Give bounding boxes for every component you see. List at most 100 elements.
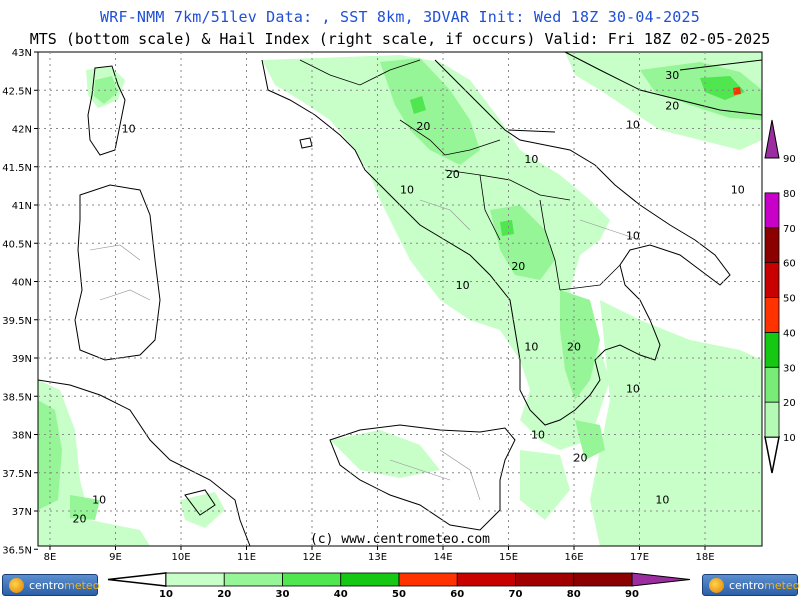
lat-label: 42.5N xyxy=(2,86,32,97)
scale-arrow-top xyxy=(764,119,780,159)
bottom-scale-cell xyxy=(515,572,575,587)
scale-cell xyxy=(764,262,780,298)
contour-label: 10 xyxy=(655,493,669,506)
contour-labels: 10 20 20 10 10 30 20 10 10 10 20 10 10 20 10 10 20 10 10 20 xyxy=(72,69,744,526)
bottom-arrow-right xyxy=(631,572,691,587)
right-scale-label: 40 xyxy=(783,328,796,339)
lat-label: 38N xyxy=(12,431,32,442)
contour-label: 20 xyxy=(72,512,86,525)
right-scale-label: 90 xyxy=(783,154,796,165)
scale-cell xyxy=(764,401,780,438)
lon-label: 18E xyxy=(695,552,714,563)
bottom-arrow-left xyxy=(107,572,167,587)
lat-label: 41.5N xyxy=(2,163,32,174)
right-scale-label: 30 xyxy=(783,363,796,374)
logo-text-a: centro xyxy=(729,579,765,592)
region-borders xyxy=(299,59,621,291)
contour-label: 10 xyxy=(524,153,538,166)
contour-label: 20 xyxy=(416,120,430,133)
right-scale-label: 80 xyxy=(783,189,796,200)
centrometeo-logo-right[interactable]: centrometeo xyxy=(702,574,800,596)
latitude-labels: 43N 42.5N 42N 41.5N 41N 40.5N 40N 39.5N 39N 38.5N… xyxy=(2,48,38,556)
province-borders xyxy=(89,199,641,501)
scale-cell xyxy=(764,366,780,403)
contour-label: 10 xyxy=(92,493,106,506)
contour-label: 10 xyxy=(626,119,640,132)
lon-label: 12E xyxy=(302,552,321,563)
right-scale-label: 50 xyxy=(783,294,796,305)
map-title-field: MTS (bottom scale) & Hail Index (right s… xyxy=(29,30,771,48)
map-frame xyxy=(37,51,763,547)
scale-cell xyxy=(764,192,780,229)
bottom-scale-cell xyxy=(282,572,342,587)
contour-label: 10 xyxy=(626,229,640,242)
lon-label: 9E xyxy=(109,552,122,563)
contour-label: 20 xyxy=(446,168,460,181)
contour-label: 10 xyxy=(456,279,470,292)
contour-label: 10 xyxy=(731,184,745,197)
mts-field-30 xyxy=(410,76,745,236)
lat-label: 42N xyxy=(12,125,32,136)
coastlines xyxy=(37,51,763,547)
bottom-scale-label: 20 xyxy=(217,589,231,600)
lon-label: 13E xyxy=(368,552,387,563)
lat-label: 41N xyxy=(12,201,32,212)
bottom-scale-cell xyxy=(165,572,225,587)
bottom-scale-label: 10 xyxy=(159,589,173,600)
contour-label: 20 xyxy=(511,260,525,273)
hail-index-scale: 10 20 30 40 50 60 70 80 90 xyxy=(764,119,796,474)
lon-label: 11E xyxy=(237,552,256,563)
contour-label: 30 xyxy=(665,69,679,82)
scale-cell xyxy=(764,227,780,264)
lat-label: 40.5N xyxy=(2,239,32,250)
lon-label: 15E xyxy=(499,552,518,563)
logo-icon xyxy=(9,578,24,593)
lat-label: 40N xyxy=(12,278,32,289)
copyright-text: (c) www.centrometeo.com xyxy=(309,532,490,547)
bottom-scale-cell xyxy=(573,572,633,587)
logo-icon xyxy=(709,578,724,593)
centrometeo-logo-left[interactable]: centrometeo xyxy=(2,574,100,596)
bottom-scale-label: 60 xyxy=(450,589,464,600)
lon-label: 10E xyxy=(171,552,190,563)
hail-spot xyxy=(733,87,741,95)
contour-label: 10 xyxy=(626,382,640,395)
lat-label: 37N xyxy=(12,507,32,518)
bottom-scale-cell xyxy=(340,572,400,587)
contour-label: 10 xyxy=(122,122,136,135)
bottom-scale-label: 70 xyxy=(509,589,523,600)
logo-text-b: meteo xyxy=(64,579,100,592)
map-title-model: WRF-NMM 7km/51lev Data: , SST 8km, 3DVAR… xyxy=(100,8,700,26)
lat-label: 37.5N xyxy=(2,469,32,480)
longitude-labels: 8E 9E 10E 11E 12E 13E 14E 15E 16E 17E 18E xyxy=(44,546,715,563)
contour-label: 10 xyxy=(400,184,414,197)
bottom-scale-cell xyxy=(398,572,458,587)
right-scale-label: 10 xyxy=(783,433,796,444)
bottom-scale-label: 80 xyxy=(567,589,581,600)
contour-label: 20 xyxy=(574,451,588,464)
lat-label: 39.5N xyxy=(2,316,32,327)
lat-label: 36.5N xyxy=(2,545,32,556)
right-scale-label: 60 xyxy=(783,259,796,270)
contour-label: 20 xyxy=(567,340,581,353)
logo-text-b: meteo xyxy=(764,579,800,592)
bottom-scale-cell xyxy=(456,572,516,587)
bottom-scale-label: 30 xyxy=(276,589,290,600)
bottom-scale-label: 40 xyxy=(334,589,348,600)
lon-label: 8E xyxy=(44,552,57,563)
lon-label: 16E xyxy=(564,552,583,563)
bottom-scale-label: 50 xyxy=(392,589,406,600)
graticule xyxy=(38,52,762,546)
right-scale-label: 70 xyxy=(783,224,796,235)
contour-label: 10 xyxy=(531,428,545,441)
bottom-scale-label: 90 xyxy=(625,589,639,600)
lat-label: 39N xyxy=(12,354,32,365)
right-scale-label: 20 xyxy=(783,398,796,409)
lon-label: 17E xyxy=(630,552,649,563)
scale-cell xyxy=(764,297,780,333)
mts-scale: 10 20 30 40 50 60 70 80 90 xyxy=(107,572,691,600)
lon-label: 14E xyxy=(433,552,452,563)
lat-label: 38.5N xyxy=(2,392,32,403)
scale-arrow-bottom xyxy=(764,436,780,474)
